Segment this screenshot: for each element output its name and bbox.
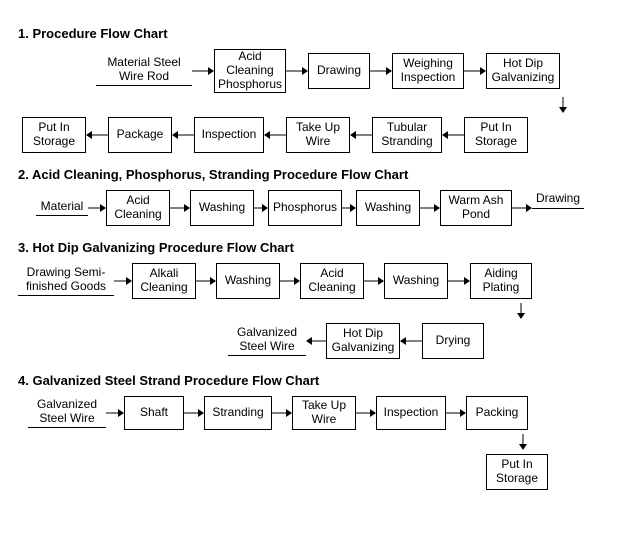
arrow-left-icon bbox=[442, 130, 464, 140]
section-1-title: 1. Procedure Flow Chart bbox=[18, 26, 626, 41]
arrow-left-icon bbox=[306, 336, 326, 346]
s1-box-weighing: WeighingInspection bbox=[392, 53, 464, 89]
section-3-title: 3. Hot Dip Galvanizing Procedure Flow Ch… bbox=[18, 240, 626, 255]
arrow-left-icon bbox=[264, 130, 286, 140]
s2-box-warmash: Warm AshPond bbox=[440, 190, 512, 226]
s3-input: Drawing Semi-finished Goods bbox=[18, 266, 114, 297]
arrow-right-icon bbox=[420, 203, 440, 213]
s4-box-inspection: Inspection bbox=[376, 396, 446, 430]
s3-down bbox=[18, 303, 626, 319]
section-2-title: 2. Acid Cleaning, Phosphorus, Stranding … bbox=[18, 167, 626, 182]
s1-input: Material SteelWire Rod bbox=[96, 56, 192, 87]
s3-box-wash2: Washing bbox=[384, 263, 448, 299]
arrow-down-icon bbox=[558, 97, 568, 113]
s1-box-storage2: Put InStorage bbox=[22, 117, 86, 153]
arrow-down-icon bbox=[518, 434, 528, 450]
arrow-right-icon bbox=[280, 276, 300, 286]
s3-box-hotdip: Hot DipGalvanizing bbox=[326, 323, 400, 359]
arrow-down-icon bbox=[516, 303, 526, 319]
arrow-right-icon bbox=[446, 408, 466, 418]
s3-row1: Drawing Semi-finished Goods AlkaliCleani… bbox=[18, 263, 626, 299]
s4-box-shaft: Shaft bbox=[124, 396, 184, 430]
s2-input: Material bbox=[36, 200, 88, 217]
s3-row2: GalvanizedSteel Wire Hot DipGalvanizing … bbox=[18, 323, 626, 359]
arrow-right-icon bbox=[370, 66, 392, 76]
arrow-right-icon bbox=[196, 276, 216, 286]
s2-box-acid: AcidCleaning bbox=[106, 190, 170, 226]
s3-box-drying: Drying bbox=[422, 323, 484, 359]
arrow-right-icon bbox=[356, 408, 376, 418]
arrow-right-icon bbox=[114, 276, 132, 286]
s2-row1: Material AcidCleaning Washing Phosphorus… bbox=[18, 190, 626, 226]
s4-row2: Put InStorage bbox=[18, 454, 626, 490]
arrow-left-icon bbox=[400, 336, 422, 346]
section-4-title: 4. Galvanized Steel Strand Procedure Flo… bbox=[18, 373, 626, 388]
arrow-right-icon bbox=[254, 203, 268, 213]
s2-output: Drawing bbox=[532, 192, 584, 209]
s4-box-stranding: Stranding bbox=[204, 396, 272, 430]
arrow-right-icon bbox=[106, 408, 124, 418]
s4-row1: GalvanizedSteel Wire Shaft Stranding Tak… bbox=[18, 396, 626, 430]
s4-box-takeup: Take UpWire bbox=[292, 396, 356, 430]
arrow-right-icon bbox=[192, 66, 214, 76]
arrow-right-icon bbox=[184, 408, 204, 418]
s3-box-aiding: AidingPlating bbox=[470, 263, 532, 299]
s2-box-phos: Phosphorus bbox=[268, 190, 342, 226]
s1-row2: Put InStorage Package Inspection Take Up… bbox=[18, 117, 626, 153]
s1-box-acid: AcidCleaningPhosphorus bbox=[214, 49, 286, 93]
s1-box-inspection: Inspection bbox=[194, 117, 264, 153]
arrow-right-icon bbox=[170, 203, 190, 213]
arrow-right-icon bbox=[342, 203, 356, 213]
s4-box-packing: Packing bbox=[466, 396, 528, 430]
s1-row1: Material SteelWire Rod AcidCleaningPhosp… bbox=[18, 49, 626, 93]
arrow-left-icon bbox=[350, 130, 372, 140]
s2-box-wash2: Washing bbox=[356, 190, 420, 226]
arrow-right-icon bbox=[448, 276, 470, 286]
arrow-left-icon bbox=[172, 130, 194, 140]
s2-box-wash1: Washing bbox=[190, 190, 254, 226]
arrow-right-icon bbox=[464, 66, 486, 76]
s4-input: GalvanizedSteel Wire bbox=[28, 398, 106, 429]
s1-down1 bbox=[18, 97, 626, 113]
s3-box-wash1: Washing bbox=[216, 263, 280, 299]
s4-box-storage: Put InStorage bbox=[486, 454, 548, 490]
arrow-right-icon bbox=[88, 203, 106, 213]
arrow-left-icon bbox=[86, 130, 108, 140]
arrow-right-icon bbox=[364, 276, 384, 286]
arrow-right-icon bbox=[286, 66, 308, 76]
s1-box-storage1: Put InStorage bbox=[464, 117, 528, 153]
s1-box-stranding: TubularStranding bbox=[372, 117, 442, 153]
s1-box-hotdip: Hot DipGalvanizing bbox=[486, 53, 560, 89]
s1-box-package: Package bbox=[108, 117, 172, 153]
s4-down bbox=[18, 434, 626, 450]
s3-box-acid: AcidCleaning bbox=[300, 263, 364, 299]
arrow-right-icon bbox=[512, 203, 532, 213]
s1-box-takeup: Take UpWire bbox=[286, 117, 350, 153]
s1-box-drawing: Drawing bbox=[308, 53, 370, 89]
s3-box-alkali: AlkaliCleaning bbox=[132, 263, 196, 299]
s3-output: GalvanizedSteel Wire bbox=[228, 326, 306, 357]
arrow-right-icon bbox=[272, 408, 292, 418]
